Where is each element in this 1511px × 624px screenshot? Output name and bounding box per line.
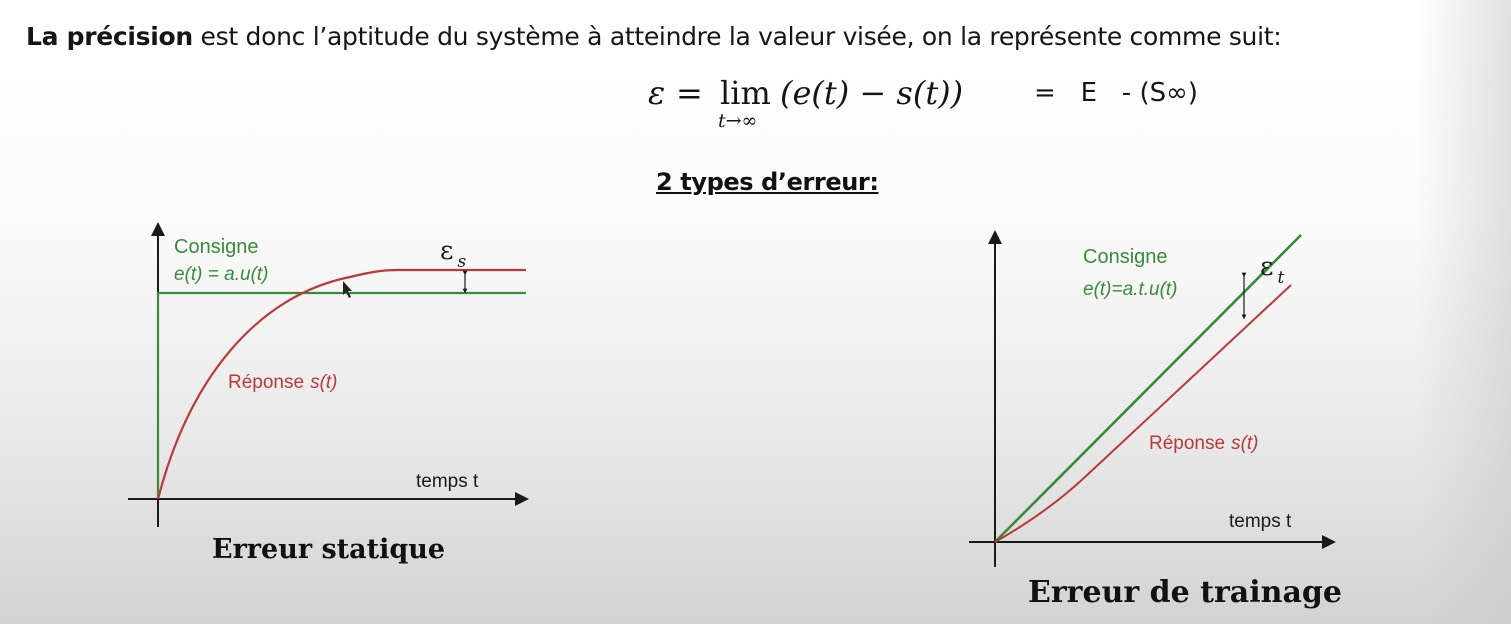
static-setpoint-label: Consigne [174, 236, 259, 258]
response-curve [156, 268, 526, 500]
setpoint-ramp-line [994, 234, 1302, 543]
formula-result: = E - (S∞) [1034, 78, 1198, 108]
ramp-setpoint-formula: e(t)=a.t.u(t) [1083, 279, 1178, 300]
cursor-icon [343, 281, 352, 298]
intro-sentence: La précision est donc l’aptitude du syst… [26, 22, 1282, 51]
static-setpoint-formula: e(t) = a.u(t) [174, 264, 269, 285]
ramp-caption: Erreur de trainage [1028, 575, 1342, 610]
static-caption: Erreur statique [212, 534, 445, 565]
response-ramp-curve [994, 284, 1292, 543]
precision-formula: ε = lim t→∞ (e(t) − s(t)) = E - (S∞) [648, 70, 1218, 132]
ramp-response-label: Réponse s(t) [1149, 433, 1259, 454]
ramp-axis-label: temps t [1229, 511, 1292, 532]
formula-equals: = [676, 74, 703, 112]
ramp-setpoint-label: Consigne [1083, 246, 1168, 268]
formula-expression: (e(t) − s(t)) [780, 74, 964, 112]
static-axis-label: temps t [416, 471, 479, 492]
types-heading: 2 types d’erreur: [656, 168, 879, 196]
formula-lim-subscript: t→∞ [718, 110, 758, 132]
setpoint-step-line [156, 291, 526, 499]
intro-rest: est donc l’aptitude du système à atteind… [192, 22, 1282, 51]
static-response-label: Réponse s(t) [228, 372, 338, 393]
formula-epsilon: ε [648, 74, 666, 112]
intro-bold-term: La précision [26, 22, 193, 51]
formula-lim: lim [720, 74, 771, 112]
background-shade [1416, 0, 1511, 624]
